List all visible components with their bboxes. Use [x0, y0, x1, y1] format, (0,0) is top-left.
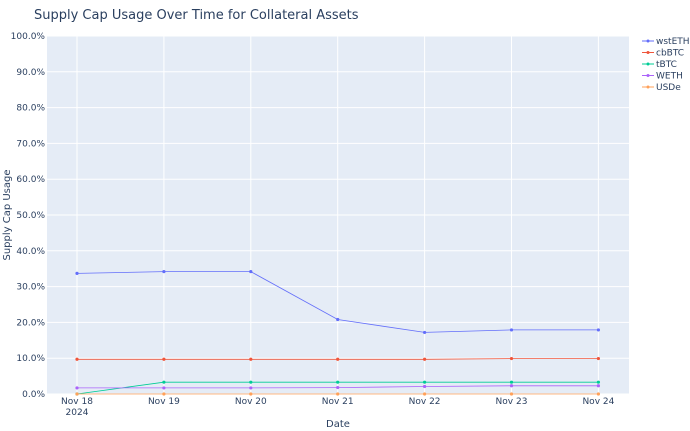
y-tick-label: 60.0% [16, 175, 45, 185]
data-point-wsteth [596, 328, 601, 332]
x-tick-year-label: 2024 [66, 408, 89, 418]
data-point-cbbtc [509, 356, 514, 361]
y-tick-label: 10.0% [16, 354, 45, 364]
series-cbbtc [75, 356, 601, 361]
data-point-usde [423, 392, 427, 396]
x-tick-label: Nov 20 [235, 397, 267, 407]
data-point-usde [249, 392, 253, 396]
legend-item-usde[interactable]: USDe [642, 83, 681, 93]
legend-label: cbBTC [656, 49, 684, 59]
x-tick-label: Nov 18 [61, 397, 93, 407]
data-point-tbtc [423, 380, 427, 384]
y-axis-title: Supply Cap Usage [2, 169, 13, 260]
y-tick-label: 90.0% [16, 68, 45, 78]
data-point-cbbtc [75, 357, 79, 361]
data-point-wsteth [75, 271, 79, 275]
y-tick-label: 80.0% [16, 104, 45, 114]
data-point-cbbtc [596, 356, 601, 361]
legend-item-wsteth[interactable]: wstETH [642, 37, 690, 47]
legend-marker [646, 74, 650, 77]
y-tick-label: 0.0% [22, 390, 45, 400]
x-tick-label: Nov 21 [322, 397, 354, 407]
x-axis-ticks: Nov 18 Nov 19 Nov 20 Nov 21 Nov 22 Nov 23 Nov … [61, 397, 615, 418]
x-axis-title: Date [326, 419, 350, 430]
x-tick-label: Nov 19 [148, 397, 180, 407]
legend-marker [646, 62, 650, 66]
y-tick-label: 50.0% [16, 211, 45, 221]
y-axis-ticks: 0.0% 10.0% 20.0% 30.0% 40.0% 50.0% 60.0% 70.0% 8… [11, 32, 46, 400]
legend-marker [646, 85, 650, 89]
y-tick-label: 70.0% [16, 139, 45, 149]
data-point-weth [509, 384, 514, 388]
data-point-cbbtc [249, 357, 253, 361]
data-point-usde [75, 392, 79, 396]
data-point-weth [423, 384, 427, 389]
data-point-weth [596, 384, 601, 388]
legend-item-weth[interactable]: WETH [642, 72, 683, 82]
data-point-wsteth [162, 269, 166, 274]
legend-marker [646, 39, 650, 43]
data-point-tbtc [509, 380, 514, 384]
y-tick-label: 30.0% [16, 283, 45, 293]
data-point-wsteth [336, 317, 340, 322]
x-tick-label: Nov 22 [409, 397, 441, 407]
data-point-usde [336, 392, 340, 396]
legend-label: USDe [656, 83, 681, 93]
data-point-tbtc [162, 380, 166, 384]
data-point-wsteth [249, 269, 253, 274]
x-tick-label: Nov 24 [582, 397, 614, 407]
data-point-wsteth [423, 330, 427, 335]
data-point-cbbtc [336, 357, 340, 361]
legend-item-tbtc[interactable]: tBTC [642, 60, 677, 70]
y-tick-label: 40.0% [16, 247, 45, 257]
data-point-usde [596, 392, 601, 396]
legend-marker [646, 51, 650, 54]
data-point-weth [249, 386, 253, 390]
data-point-usde [162, 392, 166, 396]
data-point-weth [162, 386, 166, 390]
data-point-cbbtc [162, 357, 166, 361]
data-point-weth [75, 386, 79, 390]
data-point-weth [336, 385, 340, 390]
data-point-tbtc [249, 380, 253, 384]
chart-title: Supply Cap Usage Over Time for Collatera… [34, 8, 359, 23]
legend-label: wstETH [656, 37, 690, 47]
series-wsteth [75, 269, 601, 335]
y-tick-label: 100.0% [11, 32, 46, 42]
data-point-usde [509, 392, 514, 396]
y-tick-label: 20.0% [16, 318, 45, 328]
data-point-tbtc [596, 380, 601, 384]
legend-label: WETH [656, 72, 683, 82]
legend-item-cbbtc[interactable]: cbBTC [642, 49, 684, 59]
legend-label: tBTC [656, 60, 677, 70]
data-point-tbtc [336, 380, 340, 384]
series-weth [75, 384, 601, 390]
series-usde [75, 392, 601, 396]
grid-lines [47, 35, 629, 395]
data-point-wsteth [509, 328, 514, 332]
series-layer [75, 269, 601, 396]
x-tick-label: Nov 23 [496, 397, 528, 407]
data-point-cbbtc [423, 357, 427, 361]
